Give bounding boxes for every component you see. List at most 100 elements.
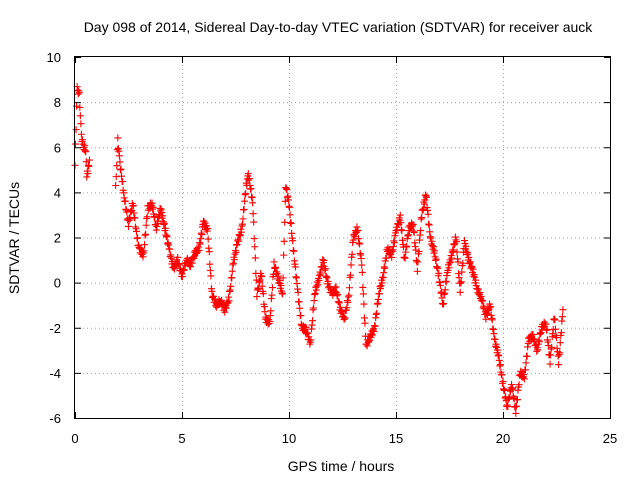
data-point bbox=[291, 263, 299, 271]
data-point bbox=[397, 219, 405, 227]
data-point bbox=[412, 246, 420, 254]
data-point bbox=[72, 140, 80, 148]
data-point bbox=[268, 284, 276, 292]
data-point bbox=[149, 203, 157, 211]
data-point bbox=[84, 170, 92, 178]
data-point bbox=[429, 243, 437, 251]
data-point bbox=[228, 267, 236, 275]
data-point bbox=[286, 211, 294, 219]
data-point bbox=[494, 346, 502, 354]
data-point bbox=[390, 239, 398, 247]
data-point bbox=[476, 289, 484, 297]
data-point bbox=[76, 112, 84, 120]
data-point bbox=[422, 193, 430, 201]
data-point bbox=[113, 146, 121, 154]
data-point bbox=[284, 196, 292, 204]
data-point bbox=[225, 297, 233, 305]
data-point bbox=[440, 299, 448, 307]
data-point bbox=[235, 237, 243, 245]
data-point bbox=[457, 278, 465, 286]
data-point bbox=[373, 309, 381, 317]
data-point bbox=[499, 377, 507, 385]
data-point bbox=[469, 265, 477, 273]
data-point bbox=[302, 323, 310, 331]
data-point bbox=[512, 402, 520, 410]
data-point bbox=[366, 336, 374, 344]
data-point bbox=[72, 126, 80, 134]
data-point bbox=[434, 264, 442, 272]
data-point bbox=[466, 258, 474, 266]
data-point bbox=[75, 89, 83, 97]
data-point bbox=[159, 212, 167, 220]
data-point bbox=[204, 235, 212, 243]
data-point bbox=[324, 277, 332, 285]
data-point bbox=[281, 197, 289, 205]
data-point bbox=[198, 231, 206, 239]
data-point bbox=[356, 240, 364, 248]
y-tick-label: 2 bbox=[54, 231, 61, 246]
data-point bbox=[515, 381, 523, 389]
data-point bbox=[551, 325, 559, 333]
data-point bbox=[388, 253, 396, 261]
data-point bbox=[501, 387, 509, 395]
data-point bbox=[289, 237, 297, 245]
data-point bbox=[307, 336, 315, 344]
data-point bbox=[179, 273, 187, 281]
data-point bbox=[559, 306, 567, 314]
data-point bbox=[479, 297, 487, 305]
data-point bbox=[117, 165, 125, 173]
data-point bbox=[283, 186, 291, 194]
data-point bbox=[290, 247, 298, 255]
data-point bbox=[208, 287, 216, 295]
data-point bbox=[341, 314, 349, 322]
data-point bbox=[375, 290, 383, 298]
axis-ticks bbox=[75, 57, 611, 419]
data-point bbox=[119, 177, 127, 185]
data-point bbox=[247, 185, 255, 193]
data-point bbox=[504, 403, 512, 411]
data-point bbox=[266, 318, 274, 326]
data-point bbox=[85, 156, 93, 164]
data-point bbox=[251, 243, 259, 251]
data-point bbox=[332, 283, 340, 291]
data-point bbox=[151, 213, 159, 221]
data-point bbox=[354, 226, 362, 234]
data-point bbox=[371, 322, 379, 330]
data-point bbox=[398, 227, 406, 235]
data-point bbox=[418, 214, 426, 222]
data-point bbox=[142, 230, 150, 238]
data-point bbox=[296, 304, 304, 312]
y-tick-label: -2 bbox=[49, 321, 61, 336]
data-point bbox=[447, 258, 455, 266]
data-point bbox=[359, 290, 367, 298]
data-point bbox=[279, 274, 287, 282]
data-point bbox=[113, 162, 121, 170]
data-point bbox=[456, 288, 464, 296]
data-point bbox=[227, 282, 235, 290]
data-point bbox=[294, 288, 302, 296]
y-tick-label: 4 bbox=[54, 185, 61, 200]
data-point bbox=[402, 248, 410, 256]
data-point bbox=[345, 284, 353, 292]
data-point bbox=[114, 134, 122, 142]
data-point bbox=[244, 170, 252, 178]
data-point bbox=[82, 158, 90, 166]
x-tick-label: 0 bbox=[71, 431, 78, 446]
data-point bbox=[249, 210, 257, 218]
data-point bbox=[267, 307, 275, 315]
data-point bbox=[414, 258, 422, 266]
data-point bbox=[348, 250, 356, 258]
data-point bbox=[419, 205, 427, 213]
data-point bbox=[441, 286, 449, 294]
y-tick-label: 0 bbox=[54, 276, 61, 291]
data-point bbox=[310, 304, 318, 312]
data-point bbox=[558, 313, 566, 321]
data-point bbox=[458, 268, 466, 276]
data-point bbox=[274, 272, 282, 280]
data-point bbox=[237, 228, 245, 236]
data-point bbox=[206, 260, 214, 268]
data-point bbox=[272, 263, 280, 271]
data-point bbox=[112, 181, 120, 189]
y-tick-label: 6 bbox=[54, 140, 61, 155]
data-point bbox=[310, 297, 318, 305]
